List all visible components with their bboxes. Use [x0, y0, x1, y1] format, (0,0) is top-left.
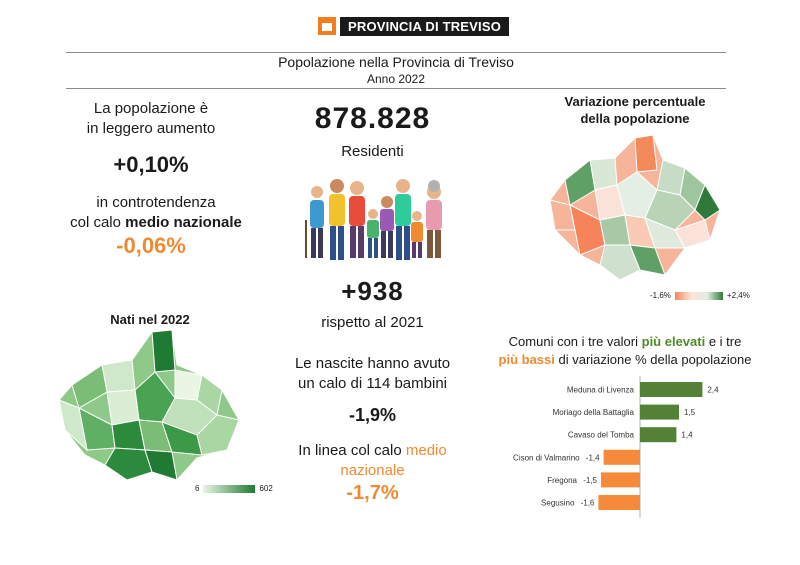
births-map-title: Nati nel 2022 [110, 312, 190, 327]
chart-title-high: più elevati [641, 334, 706, 349]
chart-bar [640, 404, 679, 420]
variation-legend-bar [674, 291, 723, 300]
chart-value-label: 2,4 [707, 386, 719, 395]
chart-category-label: Moriago della Battaglia [553, 408, 635, 417]
births-legend-bar [203, 484, 256, 493]
chart-title-part2: e i tre [705, 334, 742, 349]
chart-title: Comuni con i tre valori più elevati e i … [480, 333, 770, 369]
chart-value-label: -1,4 [586, 453, 600, 462]
variation-map [549, 134, 721, 280]
chart-value-label: -1,5 [583, 476, 597, 485]
variation-legend-min: -1,6% [650, 291, 671, 300]
trend-line2: col calo medio nazionale [56, 213, 256, 233]
chart-bar [598, 495, 640, 510]
variation-map-legend: -1,6% +2,4% [650, 291, 750, 300]
chart-category-label: Meduna di Livenza [567, 386, 635, 395]
variation-legend-max: +2,4% [726, 291, 750, 300]
births-text: Le nascite hanno avuto un calo di 114 ba… [280, 354, 465, 394]
provincia-logo: PROVINCIA DI TREVISO [318, 16, 510, 36]
variation-map-title: Variazione percentuale della popolazione [530, 93, 740, 127]
trend-line2-pre: col calo [70, 214, 126, 231]
header-rule-bottom [66, 88, 726, 89]
chart-category-label: Cison di Valmarino [513, 453, 580, 462]
births-national-orange: medio nazionale [340, 442, 447, 479]
house-icon [318, 17, 336, 35]
population-delta: +938 [341, 276, 404, 306]
chart-bar [601, 472, 640, 488]
births-national-value: -1,7% [346, 482, 399, 504]
growth-intro-line1: La popolazione è [93, 100, 209, 117]
growth-value: +0,10% [113, 152, 189, 177]
births-line1: Le nascite hanno avuto [294, 355, 451, 372]
trend-line2-bold: medio nazionale [125, 214, 242, 231]
chart-bar [640, 427, 677, 443]
chart-value-label: -1,6 [581, 499, 595, 508]
family-illustration [305, 179, 442, 260]
variation-bar-chart: Meduna di Livenza 2,4 Moriago della Battag… [513, 376, 719, 518]
chart-title-low: più bassi [498, 352, 555, 367]
family-people [305, 179, 442, 260]
residents-number: 878.828 [314, 102, 431, 135]
chart-title-part3: di variazione % della popolazione [554, 352, 752, 367]
variation-map-districts [549, 134, 721, 280]
residents-label: Residenti [341, 143, 404, 160]
chart-category-label: Segusino [541, 499, 575, 508]
growth-intro-line2: in leggero aumento [86, 120, 216, 137]
births-line2: un calo di 114 bambini [298, 375, 447, 392]
chart-bar [640, 382, 703, 397]
page-subtitle: Anno 2022 [366, 72, 426, 86]
trend-line1: in controtendenza [96, 194, 216, 211]
chart-value-label: 1,5 [684, 408, 696, 417]
population-delta-label: rispetto al 2021 [321, 314, 424, 331]
chart-title-part1: Comuni con i tre valori [508, 334, 642, 349]
births-legend-min: 6 [195, 484, 200, 493]
variation-map-title-line1: Variazione percentuale [564, 94, 706, 109]
births-national-pre: In linea col calo [298, 442, 406, 459]
variation-map-title-line2: della popolazione [580, 111, 690, 126]
national-value: -0,06% [116, 233, 186, 258]
chart-category-label: Fregona [547, 476, 577, 485]
growth-intro: La popolazione è in leggero aumento [56, 99, 246, 139]
births-map-districts [58, 330, 240, 480]
births-map [58, 330, 240, 480]
chart-bar [603, 449, 640, 465]
births-change: -1,9% [348, 405, 397, 425]
page-title: Popolazione nella Provincia di Treviso [278, 54, 514, 70]
births-map-legend: 6 602 [195, 484, 273, 493]
births-national-text: In linea col calo medio nazionale [280, 441, 465, 481]
chart-category-label: Cavaso del Tomba [568, 431, 635, 440]
trend-text: in controtendenza col calo medio naziona… [56, 193, 256, 233]
chart-value-label: 1,4 [681, 431, 693, 440]
header-rule-top [66, 52, 726, 53]
births-legend-max: 602 [259, 484, 273, 493]
logo-text: PROVINCIA DI TREVISO [340, 16, 510, 36]
